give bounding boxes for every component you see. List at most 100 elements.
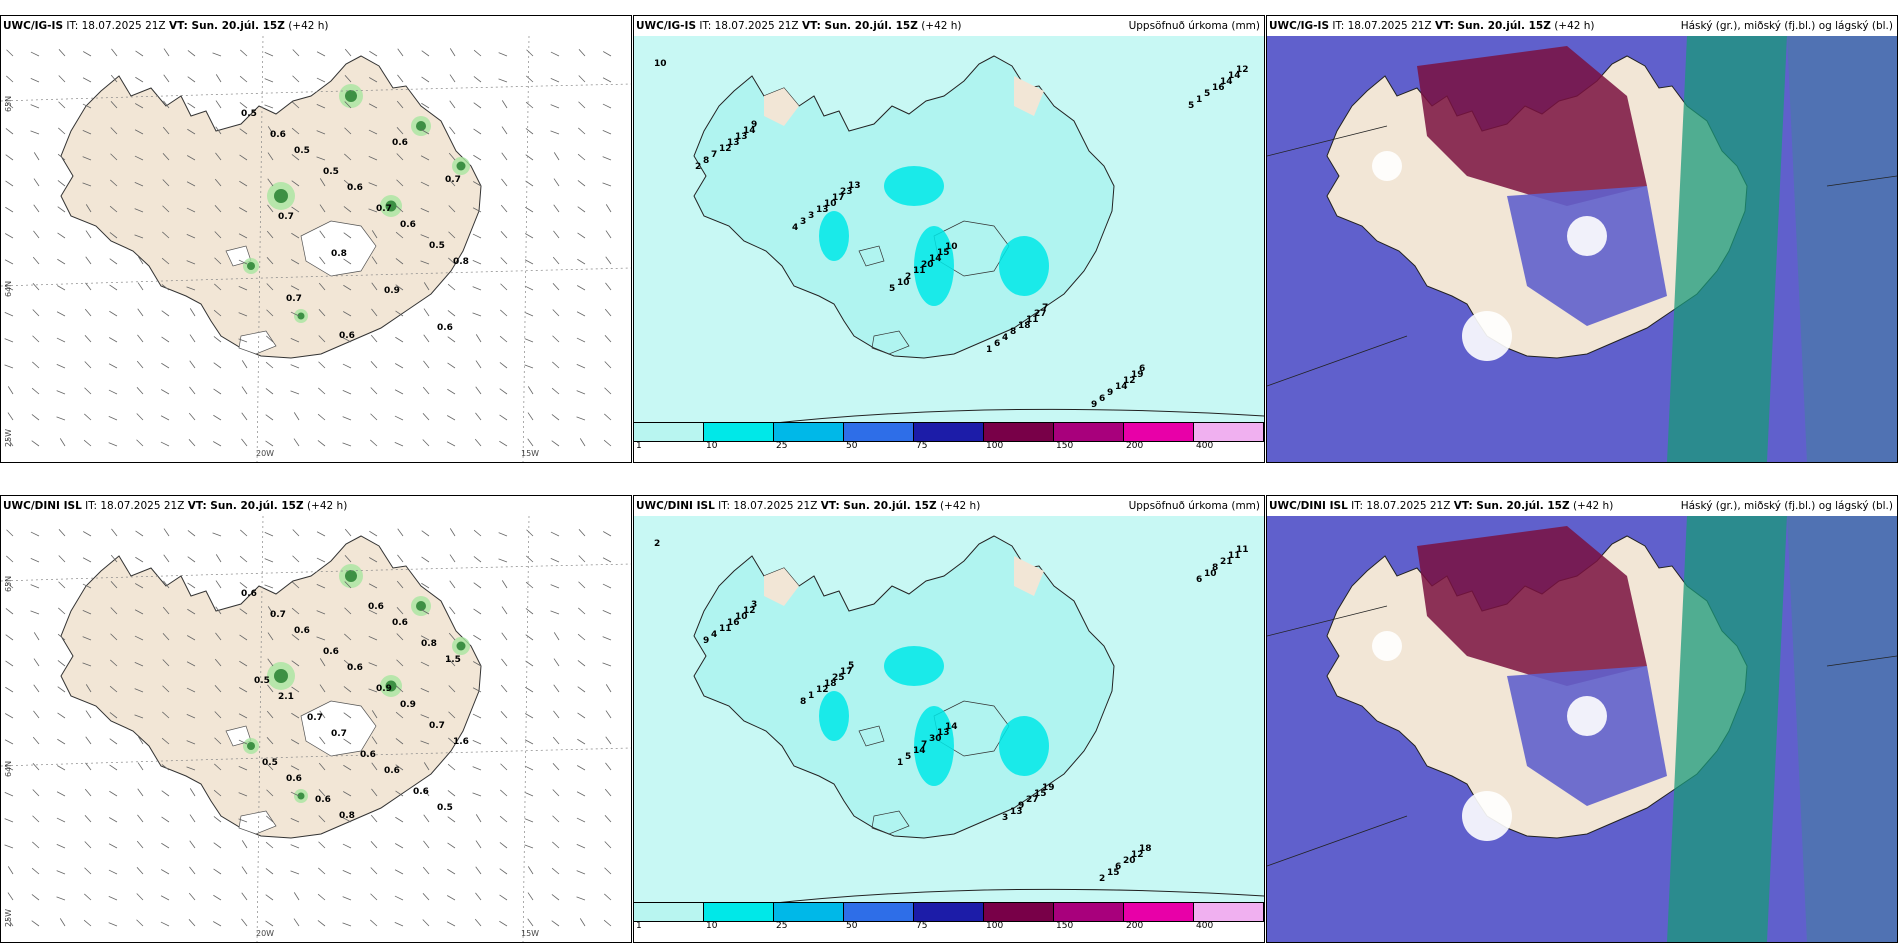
precip-amount-label: 5 (1204, 89, 1210, 99)
colorbar-swatch (1124, 903, 1194, 921)
colorbar-tick: 200 (1126, 441, 1144, 451)
colorbar-swatch (914, 423, 984, 441)
precip-value-label: 0.6 (270, 130, 286, 140)
precip-value-label: 0.7 (429, 721, 445, 731)
precip-amount-label: 18 (1139, 844, 1152, 854)
colorbar-tick: 75 (916, 441, 928, 451)
precip-value-label: 0.5 (294, 146, 310, 156)
precip-amount-label: 9 (703, 636, 709, 646)
grid-label: 64N (4, 281, 13, 297)
vt-label: VT: Sun. 20.júl. 15Z (187, 500, 304, 512)
colorbar-tick: 200 (1126, 921, 1144, 931)
precip-amount-label: 27 (1034, 309, 1047, 319)
colorbar-tick: 1 (636, 441, 642, 451)
precip-amount-label: 5 (848, 661, 854, 671)
cloud-map (1267, 36, 1897, 462)
colorbar-swatch (984, 903, 1054, 921)
precip-amount-label: 10 (654, 59, 667, 69)
wind-panel-igis: UWC/IG-IS IT: 18.07.2025 21Z VT: Sun. 20… (0, 15, 632, 463)
precip-amount-label: 4 (792, 223, 798, 233)
precip-amount-label: 25 (832, 673, 845, 683)
precip-amount-label: 11 (719, 624, 732, 634)
precip-value-label: 0.6 (360, 750, 376, 760)
lead-time: (+42 h) (1554, 20, 1595, 32)
colorbar-swatch (704, 903, 774, 921)
wind-map: 65N 64N 25W 20W 15W 0.5 0.5 0.6 0.6 0.8 0.7 0.6 0.6 0… (1, 36, 631, 462)
precip-panel-dini: UWC/DINI ISL IT: 18.07.2025 21Z VT: Sun.… (633, 495, 1265, 943)
colorbar: 1 10 25 50 75 100 150 200 400 (634, 422, 1264, 462)
precip-amount-label: 12 (816, 685, 829, 695)
it-label: IT: (699, 20, 712, 32)
precip-value-label: 1.5 (445, 655, 461, 665)
it-value: 18.07.2025 21Z (1366, 500, 1451, 512)
it-label: IT: (85, 500, 98, 512)
precip-amount-label: 2 (695, 162, 701, 172)
precip-amount-label: 6 (1099, 394, 1105, 404)
panel-header: UWC/IG-IS IT: 18.07.2025 21Z VT: Sun. 20… (1, 16, 631, 36)
colorbar-swatch (774, 903, 844, 921)
colorbar-swatch (914, 903, 984, 921)
precip-amount-label: 1 (986, 345, 992, 355)
colorbar-swatch (1194, 903, 1264, 921)
it-label: IT: (66, 20, 79, 32)
precip-value-label: 0.6 (323, 647, 339, 657)
precip-value-label: 0.8 (421, 639, 437, 649)
precip-amount-label: 15 (1107, 868, 1120, 878)
precip-map: 10 9 13 10 7 6 12 14 23 15 27 19 14 13 17 14 11 12 14 13 10 2… (634, 36, 1264, 462)
model-name: UWC/IG-IS (3, 20, 64, 32)
precip-value-label: 0.6 (286, 774, 302, 784)
colorbar-tick: 1 (636, 921, 642, 931)
colorbar-swatch (774, 423, 844, 441)
precip-map: 2 3 5 14 19 18 11 12 17 13 15 12 11 10 25 30 27 20 21 16 18 7… (634, 516, 1264, 942)
precip-value-label: 0.9 (384, 286, 400, 296)
colorbar: 1 10 25 50 75 100 150 200 400 (634, 902, 1264, 942)
colorbar-tick: 100 (986, 441, 1004, 451)
it-value: 18.07.2025 21Z (714, 20, 799, 32)
precip-amount-label: 18 (824, 679, 837, 689)
precip-value-label: 0.6 (392, 138, 408, 148)
it-label: IT: (718, 500, 731, 512)
precip-amount-label: 19 (1042, 783, 1055, 793)
precip-amount-label: 11 (1228, 551, 1241, 561)
colorbar-swatch (1194, 423, 1264, 441)
precip-value-label: 0.7 (445, 175, 461, 185)
precip-amount-label: 12 (1123, 376, 1136, 386)
precip-amount-label: 6 (1139, 364, 1145, 374)
precip-amount-label: 30 (929, 734, 942, 744)
colorbar-tick: 10 (706, 921, 718, 931)
model-name: UWC/IG-IS (1269, 20, 1330, 32)
precip-value-label: 0.6 (400, 220, 416, 230)
it-label: IT: (1332, 20, 1345, 32)
model-name: UWC/DINI ISL (3, 500, 82, 512)
precip-value-label: 0.8 (453, 257, 469, 267)
panel-header: UWC/DINI ISL IT: 18.07.2025 21Z VT: Sun.… (1267, 496, 1897, 516)
precip-panel-igis: UWC/IG-IS IT: 18.07.2025 21Z VT: Sun. 20… (633, 15, 1265, 463)
precip-amount-label: 27 (1026, 795, 1039, 805)
precip-value-label: 0.5 (241, 109, 257, 119)
lead-time: (+42 h) (306, 500, 348, 512)
precip-amount-label: 8 (1010, 327, 1016, 337)
precip-amount-label: 10 (1204, 569, 1217, 579)
precip-amount-label: 9 (1018, 801, 1024, 811)
precip-value-label: 0.6 (368, 602, 384, 612)
it-value: 18.07.2025 21Z (1347, 20, 1432, 32)
precip-amount-label: 13 (727, 138, 740, 148)
precip-value-label: 0.5 (429, 241, 445, 251)
panel-header: UWC/IG-IS IT: 18.07.2025 21Z VT: Sun. 20… (1267, 16, 1897, 36)
precip-amount-label: 15 (937, 248, 950, 258)
colorbar-swatch (1124, 423, 1194, 441)
precip-amount-label: 13 (816, 205, 829, 215)
grid-label: 15W (521, 929, 539, 938)
precip-amount-label: 17 (832, 193, 845, 203)
cloud-panel-igis: UWC/IG-IS IT: 18.07.2025 21Z VT: Sun. 20… (1266, 15, 1898, 463)
precip-amount-label: 12 (719, 144, 732, 154)
precip-value-label: 0.6 (392, 618, 408, 628)
colorbar-tick: 25 (776, 441, 788, 451)
precip-amount-label: 3 (1002, 813, 1008, 823)
precip-amount-label: 7 (711, 150, 717, 160)
precip-value-label: 0.6 (294, 626, 310, 636)
colorbar-tick: 50 (846, 921, 858, 931)
precip-amount-label: 20 (1123, 856, 1136, 866)
precip-value-label: 0.6 (437, 323, 453, 333)
lead-time: (+42 h) (1572, 500, 1614, 512)
